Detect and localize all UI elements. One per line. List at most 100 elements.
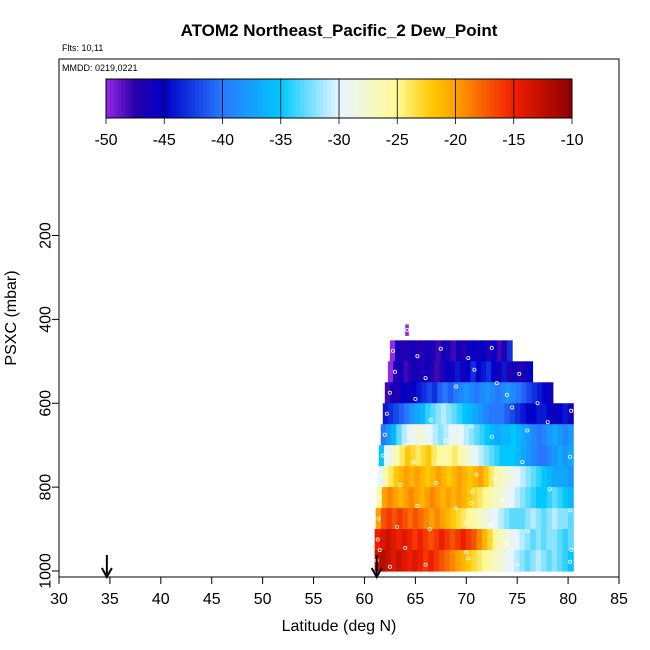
heatmap-cell	[567, 529, 574, 551]
observation-marker	[398, 483, 403, 488]
heatmap-cell	[409, 466, 416, 488]
colorbar-swatch	[335, 79, 340, 118]
heatmap-cell	[401, 424, 408, 446]
heatmap-cell	[398, 466, 405, 488]
heatmap-cell	[456, 487, 463, 509]
heatmap-cell	[415, 445, 422, 467]
heatmap-cell	[390, 382, 396, 404]
heatmap-cell	[499, 403, 506, 425]
heatmap-cell	[439, 361, 446, 383]
observation-marker	[489, 434, 494, 439]
heatmap-cell	[505, 424, 512, 446]
heatmap-cell	[483, 466, 490, 488]
heatmap-cell	[567, 508, 574, 530]
heatmap-cell	[428, 550, 435, 572]
heatmap-cell	[445, 487, 452, 509]
heatmap-cell	[380, 550, 386, 572]
heatmap-cell	[493, 487, 500, 509]
heatmap-cell	[514, 550, 521, 572]
heatmap-cell	[541, 487, 548, 509]
x-tick-label: 60	[356, 591, 374, 608]
heatmap-cell	[451, 487, 457, 509]
colorbar-swatch	[537, 79, 542, 118]
heatmap-cell	[509, 487, 516, 509]
heatmap-cell	[498, 529, 505, 551]
colorbar-swatch	[412, 79, 418, 118]
heatmap-cell	[404, 466, 410, 488]
heatmap-cell	[546, 550, 553, 572]
heatmap-cell	[551, 487, 558, 509]
heatmap-cell	[508, 529, 515, 551]
heatmap-cell	[410, 340, 416, 362]
heatmap-cell	[524, 550, 531, 572]
x-axis: 30 35 40 45 50 55 60 65 70 75 80 85	[50, 577, 628, 608]
colorbar-tick-label: -45	[153, 132, 176, 149]
heatmap-cell	[515, 445, 522, 467]
colorbar-swatch	[148, 79, 154, 118]
heatmap-cell	[481, 340, 488, 362]
observation-marker	[515, 562, 520, 567]
heatmap-cell	[470, 361, 477, 383]
heatmap-cell	[567, 424, 574, 446]
colorbar-swatch	[172, 79, 177, 118]
heatmap-cell	[541, 403, 548, 425]
heatmap-cell	[489, 445, 495, 467]
heatmap-cell	[557, 487, 564, 509]
heatmap-cell	[462, 445, 469, 467]
down-arrow-icon	[100, 555, 113, 580]
heatmap-cell	[493, 508, 500, 530]
heatmap-cell	[511, 361, 518, 383]
colorbar-tick-label: -15	[502, 132, 525, 149]
observation-marker	[470, 489, 475, 494]
heatmap-cell	[527, 361, 534, 383]
heatmap-cell	[435, 487, 442, 509]
heatmap-cell	[429, 508, 435, 530]
heatmap-cell	[406, 550, 413, 572]
heatmap-cell	[425, 466, 432, 488]
colorbar-swatch	[490, 79, 495, 118]
colorbar-swatch	[377, 79, 383, 118]
heatmap-cell	[507, 340, 513, 362]
heatmap-cell	[494, 445, 501, 467]
heatmap-cell	[547, 382, 554, 404]
colorbar-swatch	[269, 79, 274, 118]
heatmap-cell	[448, 424, 455, 446]
colorbar-swatch	[358, 79, 363, 118]
heatmap-cell	[546, 487, 553, 509]
heatmap-cell	[567, 403, 574, 425]
colorbar-swatch	[533, 79, 538, 118]
heatmap-cell	[521, 424, 527, 446]
observation-marker	[443, 438, 448, 443]
colorbar-swatch	[513, 79, 519, 118]
observation-marker	[423, 562, 428, 567]
heatmap-cell	[500, 424, 507, 446]
heatmap-cell	[446, 466, 453, 488]
heatmap-cell	[499, 445, 506, 467]
heatmap-cell	[526, 382, 533, 404]
colorbar-swatch	[366, 79, 371, 118]
colorbar-swatch	[272, 79, 278, 118]
colorbar-swatch	[439, 79, 445, 118]
down-arrow-icon	[370, 555, 383, 580]
observation-marker	[569, 548, 574, 553]
heatmap-cell	[468, 445, 474, 467]
colorbar-swatch	[175, 79, 181, 118]
heatmap-cell	[430, 466, 437, 488]
heatmap-cell	[557, 550, 564, 572]
observation-marker	[390, 348, 395, 353]
heatmap-cell	[476, 340, 483, 362]
colorbar-swatch	[241, 79, 247, 118]
heatmap-cell	[447, 445, 453, 467]
heatmap-cell	[541, 466, 548, 488]
heatmap-cell	[397, 487, 404, 509]
observation-marker	[545, 420, 550, 425]
heatmap-cell	[492, 550, 499, 572]
heatmap-cell	[443, 424, 449, 446]
heatmap-cell	[456, 403, 463, 425]
heatmap-cell	[431, 445, 438, 467]
heatmap-cell	[525, 403, 532, 425]
observation-marker	[525, 428, 530, 433]
colorbar-swatch	[420, 79, 425, 118]
heatmap-cell	[567, 487, 574, 509]
observation-marker	[435, 462, 440, 467]
